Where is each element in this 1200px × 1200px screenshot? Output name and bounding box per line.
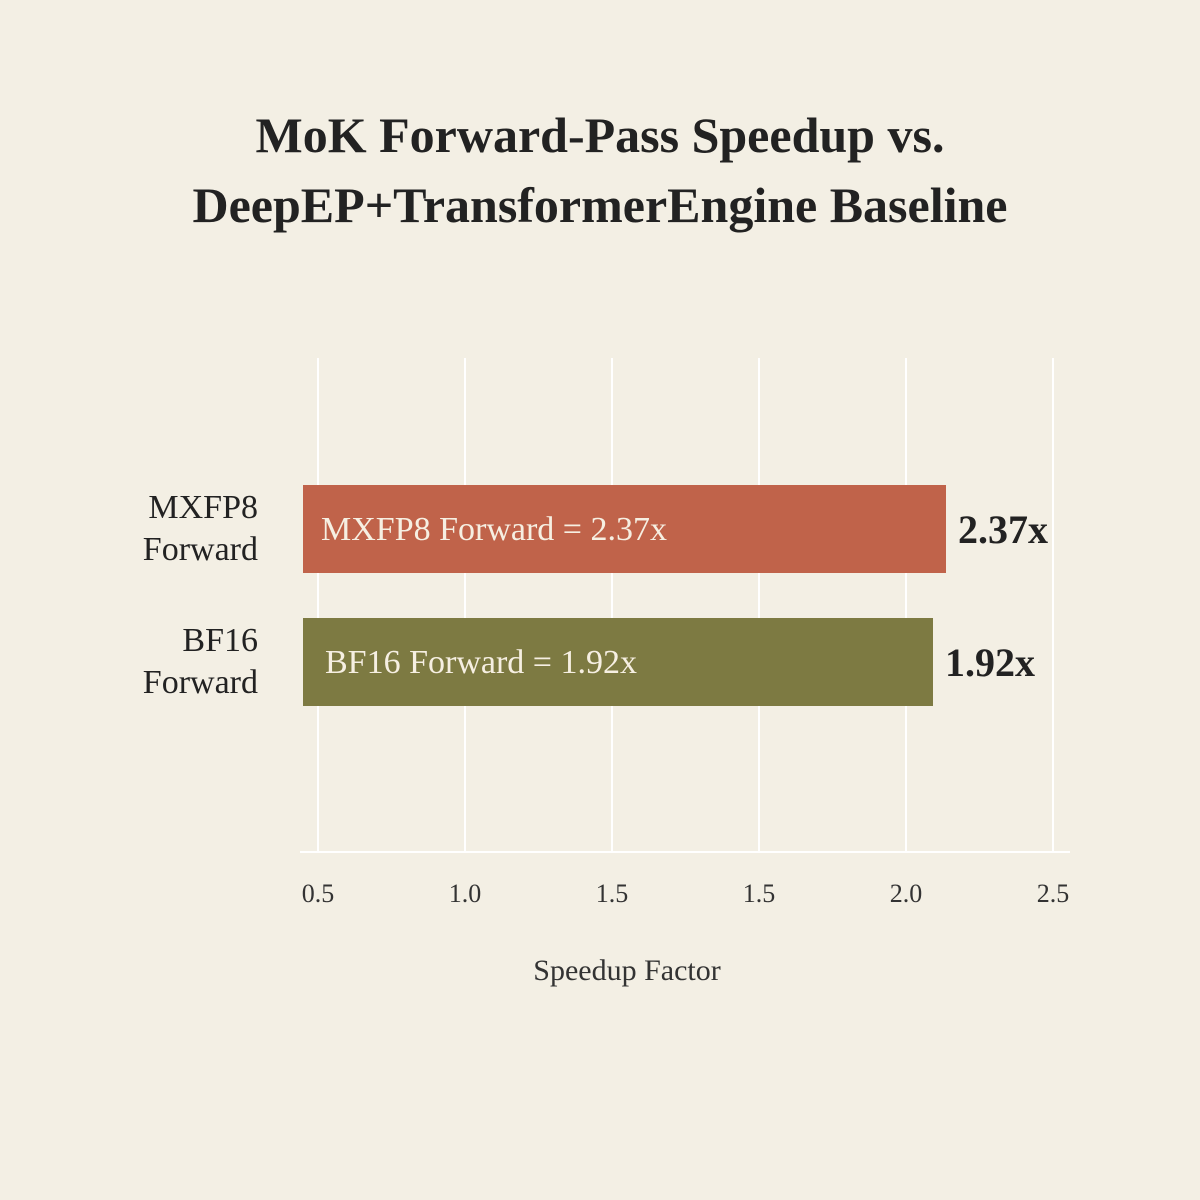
bar-1 <box>303 618 933 706</box>
bar-value-label-1: 1.92x <box>945 640 1035 685</box>
chart-title-line-2: DeepEP+TransformerEngine Baseline <box>192 177 1008 233</box>
category-label-1-line-1: Forward <box>143 664 258 701</box>
x-axis-label: Speedup Factor <box>533 954 720 987</box>
category-label-0-line-1: Forward <box>143 531 258 568</box>
chart-title-line-1: MoK Forward-Pass Speedup vs. <box>255 107 945 163</box>
x-tick-label-3: 1.5 <box>743 879 776 908</box>
x-axis-ticks: 0.5 1.0 1.5 1.5 2.0 2.5 <box>302 879 1070 908</box>
category-labels: MXFP8 Forward BF16 Forward <box>143 489 258 701</box>
grid-lines <box>317 358 1054 852</box>
x-tick-label-2: 1.5 <box>596 879 629 908</box>
x-tick-label-4: 2.0 <box>890 879 923 908</box>
category-label-0-line-0: MXFP8 <box>148 489 258 526</box>
bar-inner-label-1: BF16 Forward = 1.92x <box>325 644 637 681</box>
bar-inner-label-0: MXFP8 Forward = 2.37x <box>321 511 667 548</box>
bar-value-label-0: 2.37x <box>958 507 1048 552</box>
bar-0 <box>303 485 946 573</box>
category-label-1-line-0: BF16 <box>182 622 258 659</box>
chart-title: MoK Forward-Pass Speedup vs. DeepEP+Tran… <box>0 100 1200 240</box>
bars: MXFP8 Forward = 2.37x 2.37x BF16 Forward =… <box>303 485 1048 706</box>
x-tick-label-5: 2.5 <box>1037 879 1070 908</box>
x-tick-label-0: 0.5 <box>302 879 335 908</box>
x-tick-label-1: 1.0 <box>449 879 482 908</box>
